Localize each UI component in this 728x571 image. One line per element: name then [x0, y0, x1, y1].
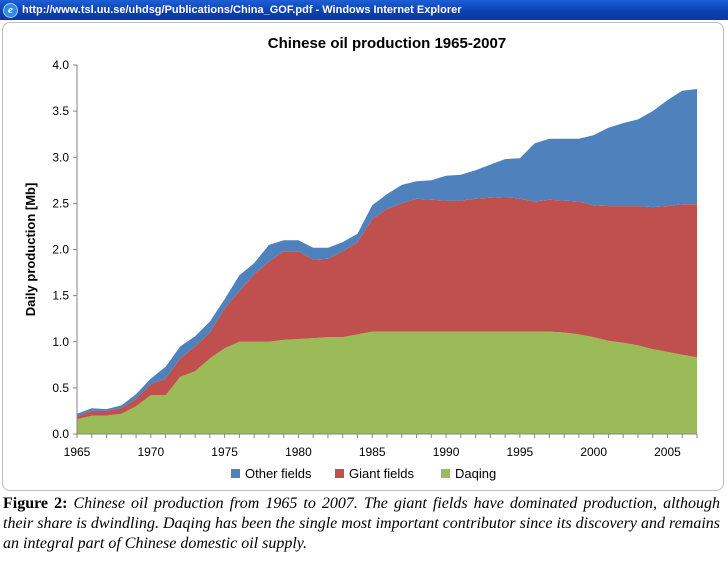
series-area-daqing — [77, 331, 697, 434]
window-title: http://www.tsl.uu.se/uhdsg/Publications/… — [22, 4, 462, 16]
chart-frame: Chinese oil production 1965-2007 0.0 0.5 1.… — [2, 22, 724, 491]
legend-swatch-other-fields — [231, 469, 240, 478]
chart-title: Chinese oil production 1965-2007 — [268, 35, 506, 52]
x-tick-label: 1965 — [64, 445, 91, 459]
y-tick-label: 2.0 — [52, 243, 69, 257]
x-tick-label: 2005 — [654, 445, 681, 459]
figure-caption-text: Chinese oil production from 1965 to 2007… — [3, 495, 720, 552]
y-tick-label: 4.0 — [52, 58, 69, 72]
figure-label: Figure 2: — [3, 495, 68, 512]
y-axis-label: Daily production [Mb] — [23, 183, 38, 317]
figure-caption: Figure 2: Chinese oil production from 19… — [3, 494, 720, 554]
legend-swatch-daqing — [441, 469, 450, 478]
y-tick-label: 0.0 — [52, 427, 69, 441]
y-tick-label: 3.0 — [52, 150, 69, 164]
chart: Chinese oil production 1965-2007 0.0 0.5 1.… — [23, 35, 698, 481]
x-tick-label: 1975 — [211, 445, 238, 459]
legend-label-daqing: Daqing — [455, 466, 496, 481]
x-tick-label: 1990 — [433, 445, 460, 459]
y-tick-label: 0.5 — [52, 381, 69, 395]
legend-label-giant-fields: Giant fields — [349, 466, 415, 481]
y-tick-label: 2.5 — [52, 196, 69, 210]
window-titlebar[interactable]: e http://www.tsl.uu.se/uhdsg/Publication… — [0, 0, 728, 20]
y-tick-label: 1.0 — [52, 335, 69, 349]
x-tick-label: 1995 — [507, 445, 534, 459]
x-tick-label: 1985 — [359, 445, 386, 459]
series-area-giant-fields — [77, 196, 697, 420]
y-tick-label: 1.5 — [52, 289, 69, 303]
x-tick-label: 1970 — [137, 445, 164, 459]
x-tick-label: 2000 — [580, 445, 607, 459]
series-area-other-fields — [77, 89, 697, 417]
internet-explorer-icon: e — [3, 2, 18, 18]
x-tick-label: 1980 — [285, 445, 312, 459]
legend-swatch-giant-fields — [335, 469, 344, 478]
legend-label-other-fields: Other fields — [245, 466, 312, 481]
y-tick-label: 3.5 — [52, 104, 69, 118]
